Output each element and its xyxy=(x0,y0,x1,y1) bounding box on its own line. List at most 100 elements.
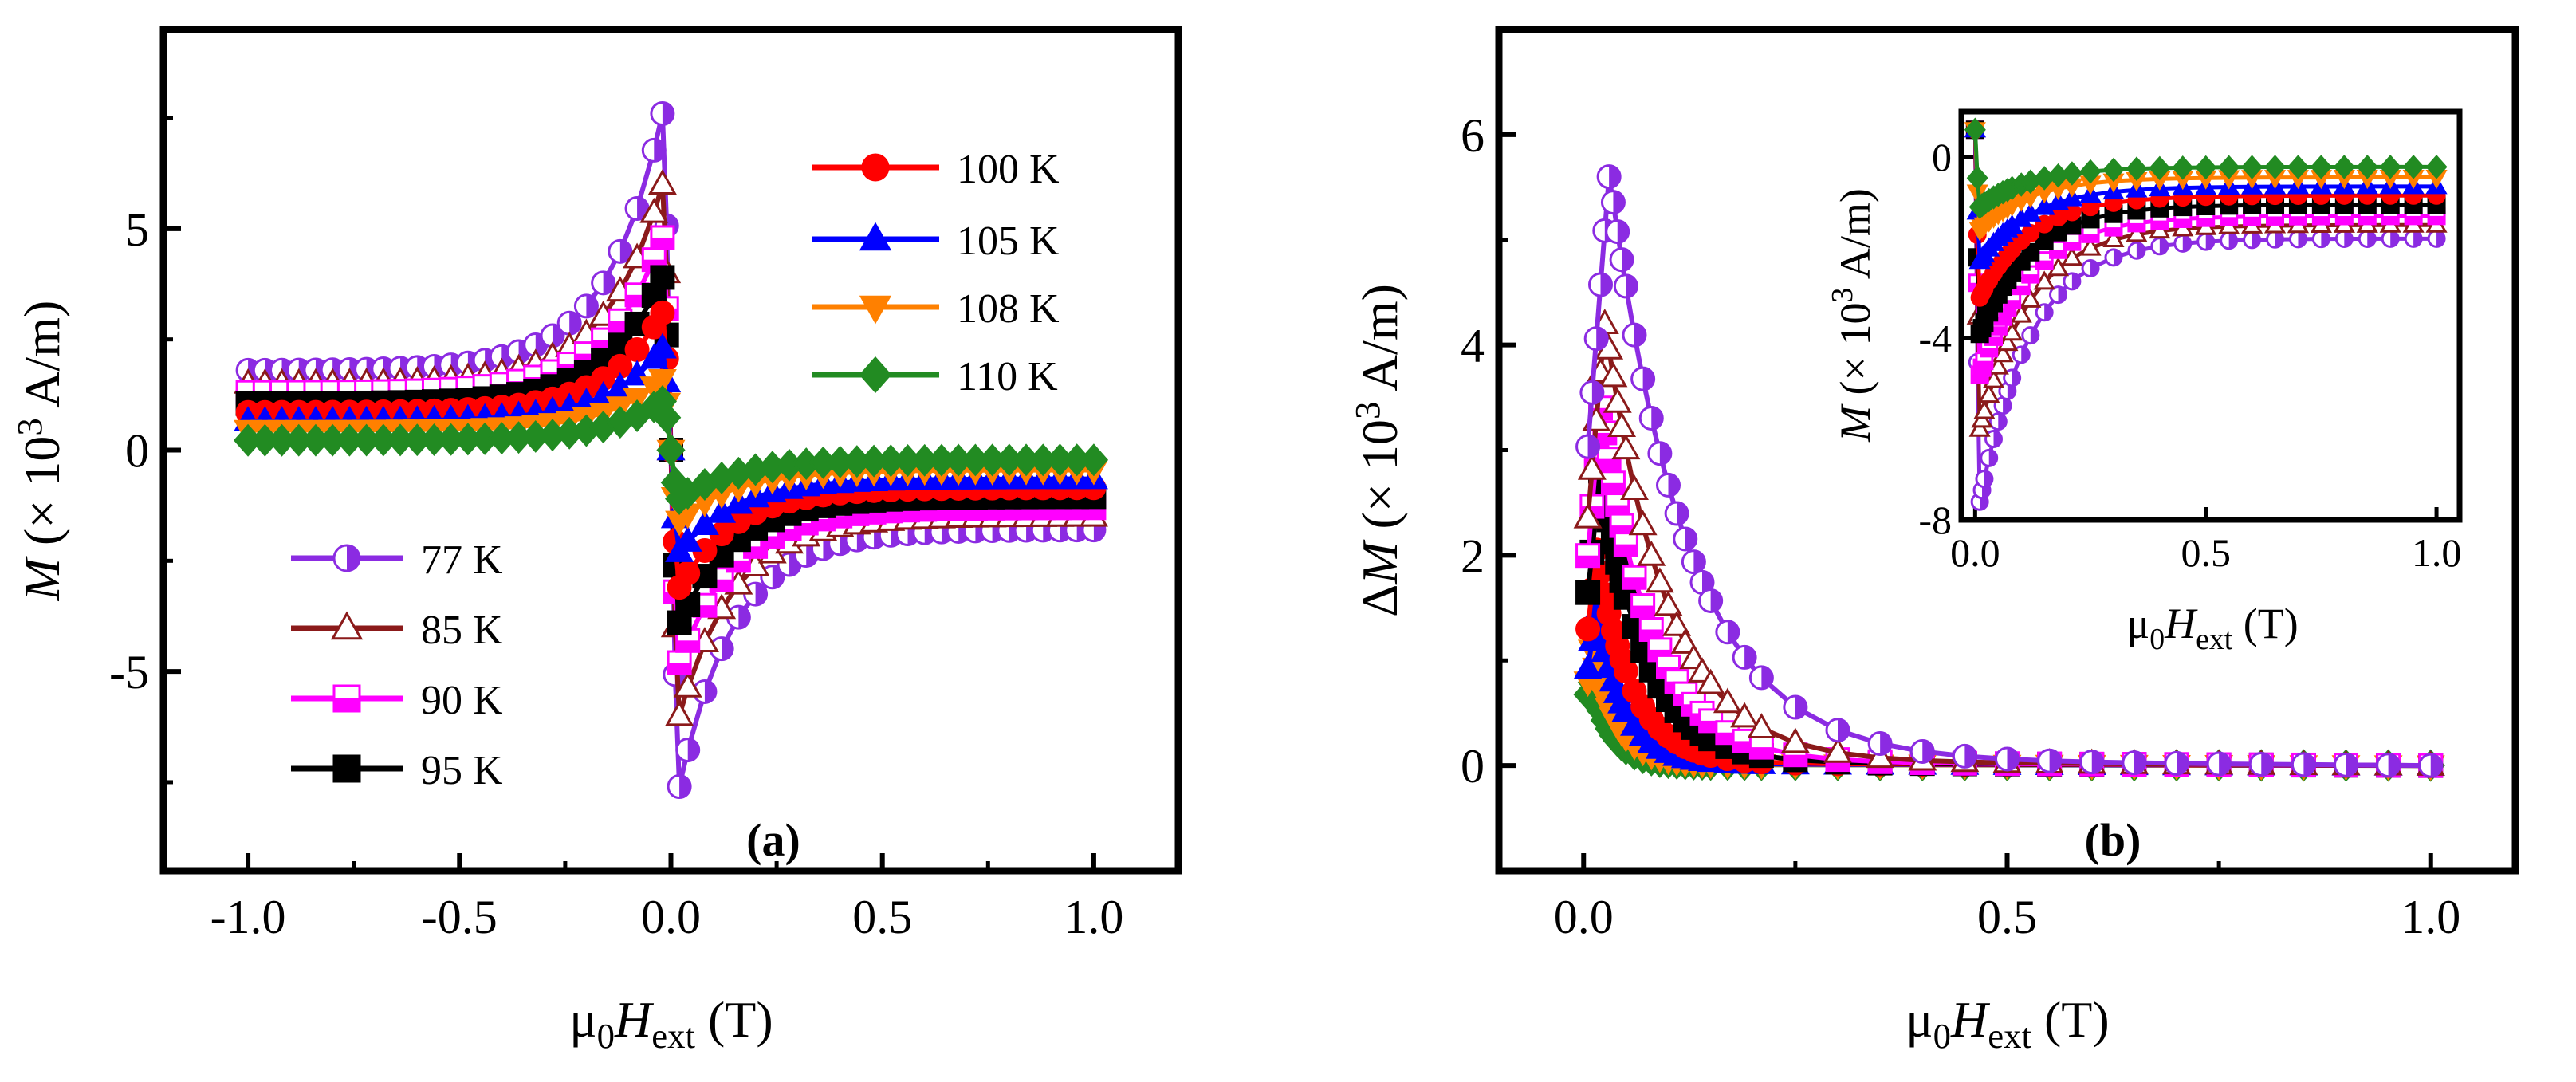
data-point xyxy=(591,270,616,296)
inset-data-point xyxy=(2150,237,2169,256)
data-point xyxy=(1696,668,1725,694)
x-tick-label: -0.5 xyxy=(422,891,498,943)
data-point xyxy=(1656,472,1681,498)
inset-data-point-half xyxy=(2105,227,2122,236)
inset-data-point xyxy=(2311,230,2330,249)
inset-data-point-half xyxy=(2036,260,2053,269)
inset-data-point xyxy=(1975,470,1994,489)
data-point xyxy=(1715,620,1740,645)
inset-data-point xyxy=(1980,448,1999,467)
data-point xyxy=(1783,694,1808,720)
y-tick-label: 0 xyxy=(125,425,149,478)
inset-data-point-half xyxy=(2429,215,2445,224)
inset-y-axis-label: M (× 103 A/m) xyxy=(1826,188,1879,443)
data-point xyxy=(1611,434,1641,460)
legend-marker xyxy=(330,611,364,640)
inset-data-point xyxy=(2012,345,2031,364)
legend-marker-half xyxy=(334,698,360,711)
data-point xyxy=(1609,247,1634,273)
inset-data-point-half xyxy=(2044,304,2053,321)
data-point xyxy=(2376,753,2401,778)
data-point xyxy=(2248,751,2274,777)
x-axis-label-part-0: μ xyxy=(569,991,596,1048)
inset-data-point-half xyxy=(2405,215,2422,224)
inset-x-tick-label: 0.0 xyxy=(1950,530,2000,575)
data-point xyxy=(650,265,675,290)
inset-data-point xyxy=(2220,231,2239,250)
data-point xyxy=(692,592,718,618)
data-point-half xyxy=(654,139,666,162)
inset-data-point xyxy=(2104,248,2123,267)
legend-label: 85 K xyxy=(421,608,503,653)
inset-data-point-half xyxy=(2090,260,2099,277)
data-point-half xyxy=(2346,753,2358,777)
data-point-half xyxy=(569,312,581,335)
data-point-half xyxy=(1727,620,1739,643)
y-axis-label: ΔM (× 103 A/m) xyxy=(1347,284,1408,617)
data-point-half xyxy=(1922,740,1934,763)
inset-data-point xyxy=(2033,270,2055,290)
y-tick-label: 2 xyxy=(1461,529,1485,582)
data-point xyxy=(1600,470,1626,496)
x-axis-label: μ0Hext (T) xyxy=(569,991,773,1056)
data-point xyxy=(1825,718,1850,743)
data-point xyxy=(1747,713,1776,739)
legend-label: 90 K xyxy=(421,678,503,723)
data-point-half xyxy=(668,663,691,675)
inset-data-point xyxy=(2264,155,2287,179)
legend-marker xyxy=(859,222,892,251)
inset-data-point xyxy=(1978,384,2000,403)
inset-data-point-half xyxy=(1972,374,1988,383)
data-point xyxy=(1748,665,1774,691)
inset-data-point-half xyxy=(2174,218,2191,227)
data-point-half xyxy=(1600,273,1612,297)
inset-data-point xyxy=(2102,157,2125,183)
data-point-half xyxy=(2091,750,2103,773)
data-point xyxy=(1573,653,1603,679)
data-point xyxy=(1647,441,1673,466)
data-point xyxy=(1583,326,1609,352)
inset-data-point xyxy=(1966,165,1988,191)
inset-data-point xyxy=(2266,230,2285,249)
inset-data-point xyxy=(2021,242,2040,262)
legend-label: 110 K xyxy=(957,354,1058,399)
data-point xyxy=(608,238,633,264)
data-point xyxy=(1577,454,1607,480)
data-point xyxy=(1603,387,1632,413)
data-point xyxy=(1673,526,1698,552)
data-point-half xyxy=(1609,165,1621,188)
data-point-half xyxy=(1744,646,1756,669)
data-point xyxy=(1628,510,1658,536)
data-point-half xyxy=(1710,589,1722,612)
data-point-half xyxy=(1642,368,1654,391)
inset-data-point-half xyxy=(2290,216,2307,225)
data-point-half xyxy=(738,606,750,629)
inset-x-axis-label: μ0Hext (T) xyxy=(2126,600,2299,656)
data-point-half xyxy=(1591,381,1603,404)
data-point xyxy=(2206,751,2232,777)
x-tick-label: 0.5 xyxy=(1977,891,2037,943)
data-point xyxy=(1637,540,1666,566)
inset-x-tick-label: 0.5 xyxy=(2181,530,2231,575)
inset-data-point-half xyxy=(2050,250,2067,258)
data-point-half xyxy=(1617,220,1629,243)
inset-data-point-half xyxy=(1985,336,2002,345)
inset-data-point-half xyxy=(2071,273,2080,289)
inset-data-point xyxy=(2196,232,2216,251)
inset-data-point-half xyxy=(2267,216,2283,225)
inset-data-point-half xyxy=(2336,215,2353,224)
inset-x-axis-label-part-3: ext xyxy=(2196,623,2233,656)
data-point xyxy=(1596,164,1622,190)
data-point xyxy=(556,310,582,336)
data-point-half xyxy=(651,237,674,249)
inset-data-point-half xyxy=(2151,220,2168,229)
data-point-half xyxy=(1784,754,1807,766)
y-tick-label: 5 xyxy=(125,203,149,256)
inset-data-point xyxy=(2126,222,2148,242)
inset-data-point xyxy=(2102,228,2125,248)
data-point xyxy=(652,401,682,435)
data-point xyxy=(1662,610,1692,636)
x-tick-label: 0.0 xyxy=(641,891,701,943)
inset-data-point xyxy=(2173,234,2193,253)
